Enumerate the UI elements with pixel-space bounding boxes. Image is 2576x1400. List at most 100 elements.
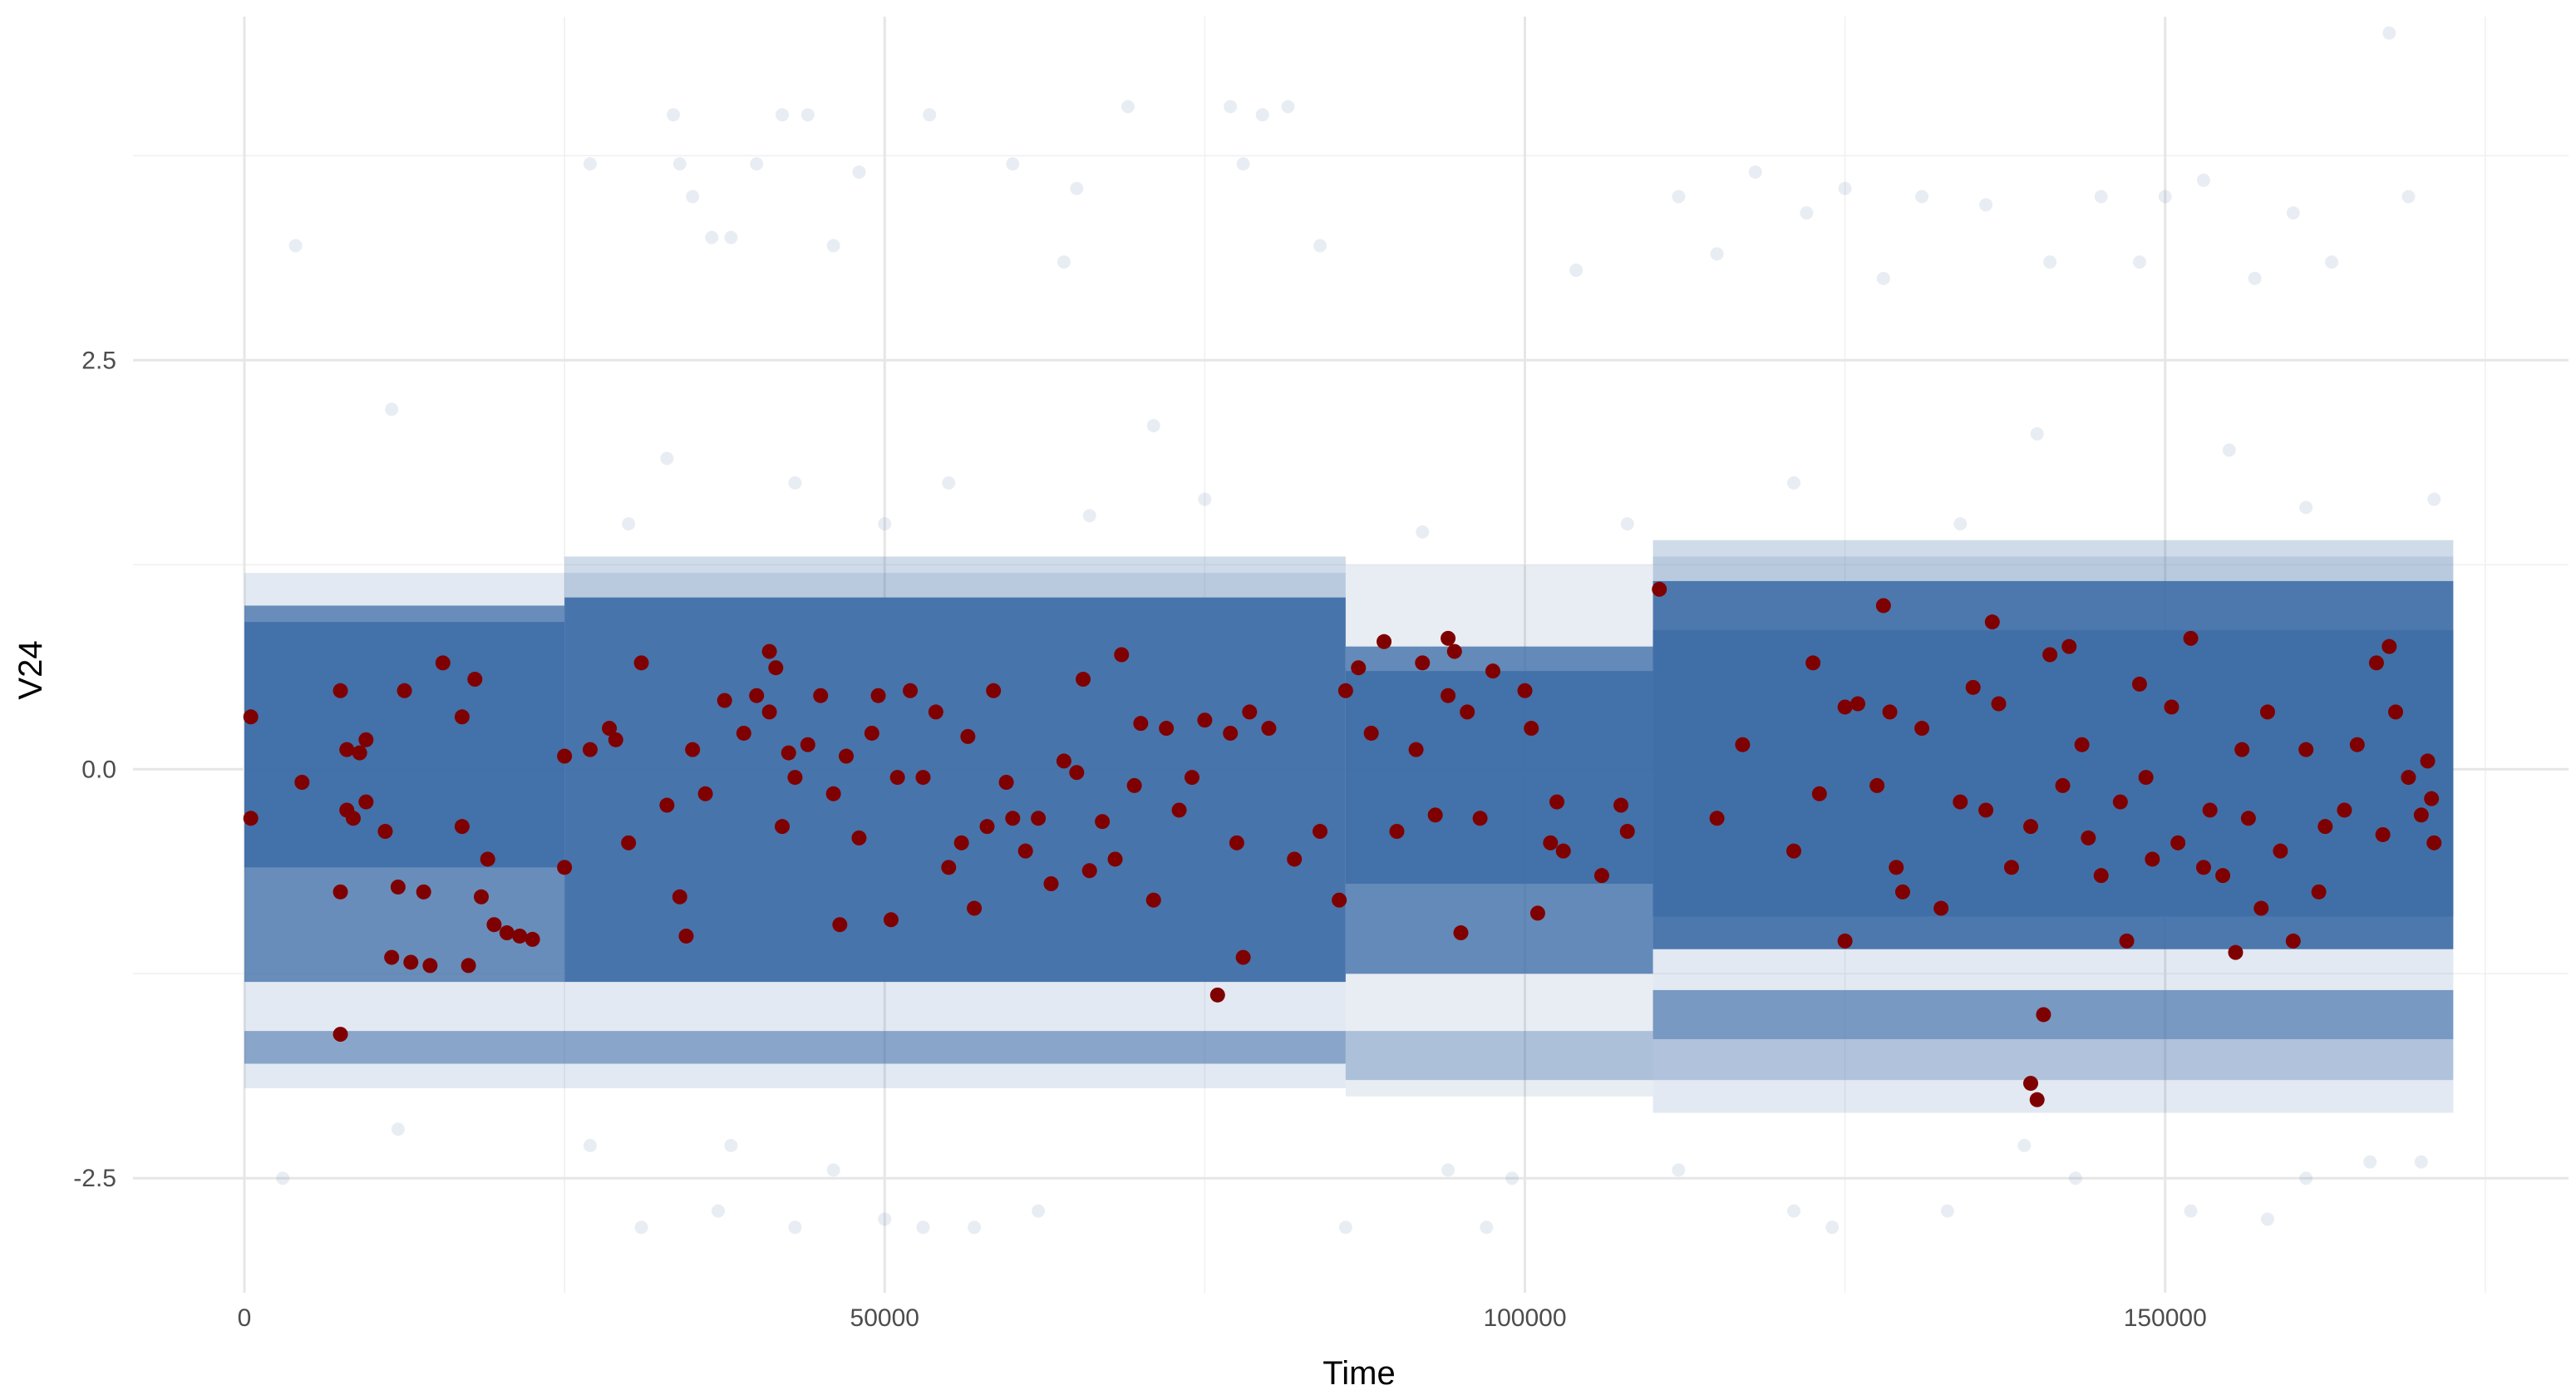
- normal-point: [634, 1220, 648, 1235]
- normal-point: [288, 239, 303, 253]
- normal-point: [1255, 108, 1269, 122]
- y-tick-label: 0.0: [81, 756, 116, 783]
- normal-band: [564, 556, 1346, 598]
- normal-point: [2299, 500, 2313, 515]
- fraud-point: [986, 683, 1002, 698]
- normal-point: [276, 1171, 290, 1186]
- fraud-point: [1017, 843, 1033, 859]
- fraud-point: [377, 824, 393, 840]
- fraud-point: [2253, 900, 2269, 916]
- fraud-point: [2061, 638, 2077, 654]
- fraud-point: [1427, 807, 1443, 823]
- fraud-point: [749, 688, 765, 703]
- normal-point: [1313, 239, 1327, 253]
- fraud-point: [2420, 753, 2436, 769]
- fraud-point: [915, 770, 931, 786]
- fraud-point: [2138, 770, 2154, 786]
- normal-point: [1787, 476, 1801, 490]
- fraud-point: [339, 742, 355, 757]
- fraud-point: [1332, 892, 1347, 908]
- fraud-point: [633, 655, 649, 671]
- fraud-point: [2119, 933, 2135, 949]
- fraud-point: [1735, 737, 1751, 752]
- fraud-point: [1337, 683, 1353, 698]
- fraud-point: [2022, 819, 2038, 835]
- normal-point: [705, 230, 719, 244]
- fraud-point: [1031, 811, 1047, 826]
- normal-band: [1345, 671, 1653, 885]
- fraud-point: [1453, 925, 1469, 941]
- fraud-point: [2349, 737, 2365, 752]
- fraud-point: [1107, 851, 1123, 867]
- fraud-point: [2081, 830, 2096, 845]
- fraud-point: [685, 742, 701, 757]
- fraud-point: [2240, 811, 2256, 826]
- normal-point: [2132, 255, 2146, 269]
- fraud-point: [2311, 884, 2327, 900]
- x-axis-ticks: 0 50000 100000 150000: [238, 1304, 2207, 1332]
- fraud-point: [1953, 794, 1968, 810]
- fraud-point: [2388, 704, 2404, 720]
- normal-band: [1652, 989, 2454, 1039]
- fraud-point: [1377, 633, 1392, 649]
- fraud-point: [332, 1027, 348, 1043]
- fraud-point: [2003, 860, 2019, 875]
- fraud-point: [1114, 647, 1130, 663]
- fraud-point: [1811, 786, 1827, 801]
- normal-point: [2325, 255, 2339, 269]
- fraud-point: [1235, 949, 1251, 965]
- fraud-point: [979, 819, 995, 835]
- normal-point: [1416, 525, 1430, 539]
- normal-point: [667, 108, 681, 122]
- normal-point: [942, 476, 956, 490]
- fraud-point: [864, 725, 879, 741]
- fraud-point: [870, 688, 886, 703]
- fraud-point: [2424, 791, 2440, 806]
- fraud-point: [1619, 824, 1635, 840]
- fraud-point: [2285, 933, 2301, 949]
- fraud-point: [1159, 721, 1175, 737]
- fraud-point: [1549, 794, 1565, 810]
- x-tick-label: 150000: [2124, 1304, 2207, 1332]
- fraud-point: [243, 709, 259, 725]
- fraud-point: [1517, 683, 1533, 698]
- fraud-point: [800, 737, 815, 752]
- fraud-point: [1184, 770, 1199, 786]
- normal-band: [1652, 629, 2454, 917]
- fraud-point: [736, 725, 751, 741]
- fraud-point: [697, 786, 713, 801]
- fraud-point: [390, 879, 406, 895]
- normal-points: [276, 26, 2441, 1235]
- x-tick-label: 0: [238, 1304, 252, 1332]
- fraud-point: [1543, 835, 1559, 850]
- normal-point: [968, 1220, 982, 1235]
- fraud-point: [967, 900, 983, 916]
- normal-point: [1876, 271, 1890, 285]
- normal-point: [660, 451, 674, 466]
- normal-point: [776, 108, 790, 122]
- normal-point: [2414, 1155, 2428, 1169]
- fraud-point: [2055, 777, 2071, 793]
- fraud-point: [1652, 581, 1667, 597]
- fraud-point: [358, 794, 374, 810]
- fraud-point: [480, 851, 495, 867]
- fraud-point: [761, 704, 777, 720]
- fraud-point: [1415, 655, 1431, 671]
- fraud-point: [851, 830, 867, 845]
- fraud-point: [1126, 777, 1142, 793]
- fraud-point: [2036, 1007, 2051, 1023]
- fraud-point: [781, 745, 796, 761]
- normal-point: [2184, 1204, 2198, 1218]
- normal-point: [2196, 173, 2210, 187]
- fraud-point: [2401, 770, 2416, 786]
- normal-band: [1345, 1031, 1653, 1081]
- fraud-point: [2112, 794, 2128, 810]
- fraud-point: [903, 683, 919, 698]
- fraud-point: [839, 748, 855, 764]
- fraud-point: [832, 917, 848, 933]
- normal-point: [2401, 190, 2416, 204]
- fraud-point: [2195, 860, 2211, 875]
- normal-point: [583, 157, 597, 171]
- normal-point: [2030, 426, 2044, 441]
- normal-band: [244, 622, 565, 868]
